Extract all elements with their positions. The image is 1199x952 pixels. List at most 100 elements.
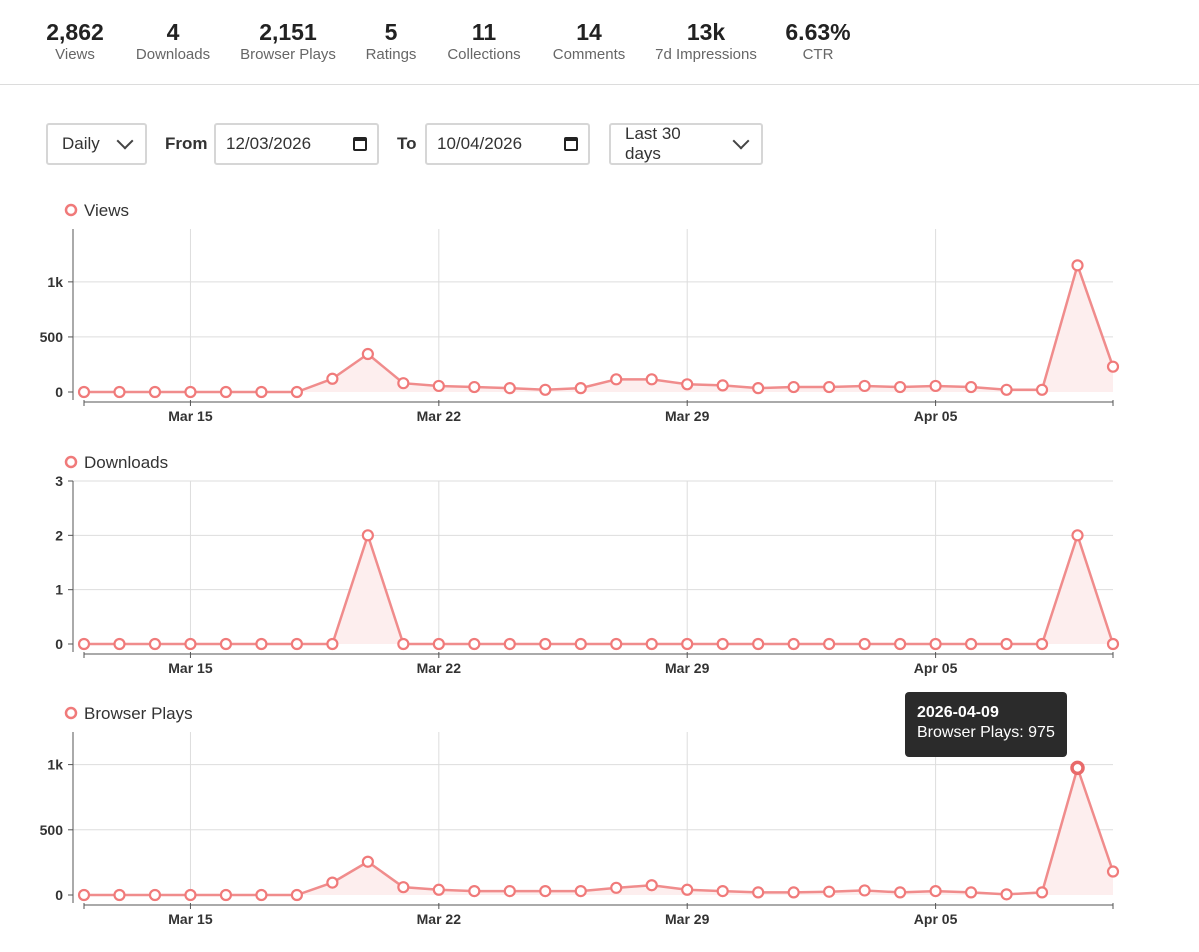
data-point[interactable]: [432, 379, 445, 393]
data-point[interactable]: [1035, 886, 1049, 899]
data-point[interactable]: [681, 883, 694, 896]
data-point[interactable]: [929, 637, 942, 651]
interval-select[interactable]: Daily: [46, 123, 147, 165]
to-date-input[interactable]: 10/04/2026: [425, 123, 590, 165]
data-point[interactable]: [610, 881, 623, 894]
data-point[interactable]: [432, 883, 445, 896]
data-point[interactable]: [716, 884, 729, 898]
data-point[interactable]: [645, 637, 658, 651]
data-point[interactable]: [823, 885, 836, 898]
data-point[interactable]: [397, 377, 410, 390]
data-point[interactable]: [290, 888, 303, 902]
data-point[interactable]: [468, 380, 481, 394]
data-point[interactable]: [752, 637, 765, 651]
data-point[interactable]: [503, 382, 516, 395]
data-point[interactable]: [1071, 529, 1084, 542]
data-point[interactable]: [468, 637, 481, 651]
data-point[interactable]: [361, 347, 374, 361]
data-point[interactable]: [681, 378, 694, 391]
data-point[interactable]: [397, 881, 410, 894]
stat-label: 7d Impressions: [655, 46, 757, 63]
stat-downloads: 4 Downloads: [136, 18, 210, 64]
data-point[interactable]: [929, 884, 942, 898]
data-point[interactable]: [1035, 383, 1049, 396]
data-point[interactable]: [184, 637, 197, 651]
data-point[interactable]: [539, 637, 552, 651]
data-point-highlighted[interactable]: [1070, 760, 1085, 776]
data-point[interactable]: [255, 888, 268, 902]
data-point[interactable]: [1035, 637, 1049, 651]
data-point[interactable]: [503, 637, 516, 651]
data-point[interactable]: [645, 373, 658, 386]
data-point[interactable]: [77, 888, 91, 902]
data-point[interactable]: [503, 884, 516, 898]
data-point[interactable]: [574, 637, 587, 651]
data-point[interactable]: [290, 637, 303, 651]
data-point[interactable]: [539, 383, 552, 396]
data-point[interactable]: [929, 379, 942, 393]
data-point[interactable]: [1071, 259, 1084, 272]
data-point[interactable]: [716, 379, 729, 392]
data-point[interactable]: [1000, 888, 1013, 901]
data-point[interactable]: [148, 637, 162, 651]
data-point[interactable]: [397, 637, 410, 651]
data-point[interactable]: [255, 385, 268, 399]
data-point[interactable]: [361, 855, 374, 868]
data-point[interactable]: [539, 884, 552, 898]
data-point[interactable]: [681, 637, 694, 651]
data-point[interactable]: [326, 876, 339, 889]
range-select[interactable]: Last 30 days: [609, 123, 763, 165]
data-point[interactable]: [858, 379, 871, 393]
data-point[interactable]: [1000, 637, 1013, 651]
data-point[interactable]: [964, 637, 978, 651]
data-point[interactable]: [255, 637, 268, 651]
data-point[interactable]: [610, 637, 623, 651]
data-point[interactable]: [432, 637, 445, 651]
data-point[interactable]: [823, 637, 836, 651]
calendar-icon[interactable]: [564, 137, 578, 151]
stat-value: 14: [576, 19, 602, 45]
data-point[interactable]: [1106, 637, 1120, 651]
data-point[interactable]: [184, 888, 197, 902]
data-point[interactable]: [148, 888, 162, 902]
data-point[interactable]: [113, 385, 126, 399]
data-point[interactable]: [468, 884, 481, 898]
data-point[interactable]: [894, 380, 907, 394]
data-point[interactable]: [219, 385, 233, 399]
data-point[interactable]: [787, 380, 800, 394]
data-point[interactable]: [964, 886, 978, 899]
data-point[interactable]: [326, 372, 339, 385]
data-point[interactable]: [77, 637, 91, 651]
data-point[interactable]: [219, 888, 233, 902]
browser-plays-chart[interactable]: Browser Plays 0 500 1k Mar 15 Mar 22 Mar 29 Apr…: [0, 698, 1199, 938]
data-point[interactable]: [361, 529, 374, 542]
data-point[interactable]: [787, 637, 800, 651]
data-point[interactable]: [184, 385, 197, 399]
data-point[interactable]: [964, 380, 978, 394]
data-point[interactable]: [326, 637, 339, 651]
data-point[interactable]: [1106, 865, 1120, 878]
data-point[interactable]: [1000, 383, 1013, 396]
data-point[interactable]: [148, 385, 162, 399]
data-point[interactable]: [752, 382, 765, 395]
data-point[interactable]: [610, 373, 623, 386]
data-point[interactable]: [77, 385, 91, 399]
data-point[interactable]: [219, 637, 233, 651]
data-point[interactable]: [894, 637, 907, 651]
data-point[interactable]: [823, 380, 836, 394]
data-point[interactable]: [858, 637, 871, 651]
data-point[interactable]: [113, 637, 126, 651]
data-point[interactable]: [752, 886, 765, 899]
data-point[interactable]: [113, 888, 126, 902]
data-point[interactable]: [290, 385, 303, 399]
calendar-icon[interactable]: [353, 137, 367, 151]
data-point[interactable]: [858, 884, 871, 897]
data-point[interactable]: [574, 382, 587, 395]
data-point[interactable]: [787, 886, 800, 899]
from-date-input[interactable]: 12/03/2026: [214, 123, 379, 165]
data-point[interactable]: [645, 879, 658, 892]
data-point[interactable]: [716, 637, 729, 651]
data-point[interactable]: [894, 886, 907, 899]
data-point[interactable]: [574, 884, 587, 898]
data-point[interactable]: [1106, 360, 1120, 373]
